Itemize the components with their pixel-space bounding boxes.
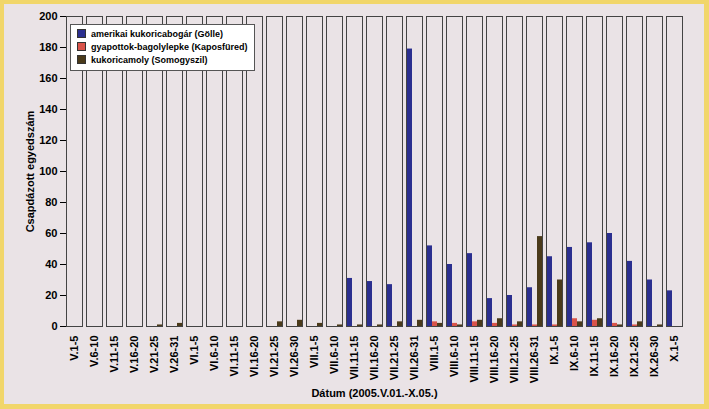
svg-text:VI.21-25: VI.21-25 (268, 336, 280, 378)
svg-text:140: 140 (39, 103, 57, 115)
svg-text:VII.26-31: VII.26-31 (408, 336, 420, 381)
svg-text:VIII.16-20: VIII.16-20 (488, 336, 500, 384)
svg-text:80: 80 (45, 196, 57, 208)
svg-text:X.1-5: X.1-5 (668, 336, 680, 362)
svg-text:VII.6-10: VII.6-10 (328, 336, 340, 375)
svg-text:VIII.26-31: VIII.26-31 (528, 336, 540, 384)
svg-text:VI.6-10: VI.6-10 (208, 336, 220, 371)
svg-text:40: 40 (45, 258, 57, 270)
svg-text:VI.16-20: VI.16-20 (248, 336, 260, 378)
svg-text:VII.16-20: VII.16-20 (368, 336, 380, 381)
svg-text:VIII.11-15: VIII.11-15 (468, 336, 480, 383)
html-text:amerikai kukoricabogár (Gölle): amerikai kukoricabogár (Gölle) (91, 29, 223, 39)
html-text:gyapottok-bagolylepke (Kaposfü: gyapottok-bagolylepke (Kaposfüred) (91, 42, 248, 52)
svg-text:Csapdázott egyedszám: Csapdázott egyedszám (24, 110, 36, 232)
svg-text:VIII.21-25: VIII.21-25 (508, 336, 520, 384)
svg-text:IX.21-25: IX.21-25 (628, 336, 640, 378)
svg-text:VI.26-30: VI.26-30 (288, 336, 300, 378)
svg-text:Dátum (2005.V.01.-X.05.): Dátum (2005.V.01.-X.05.) (311, 387, 437, 399)
svg-text:180: 180 (39, 41, 57, 53)
svg-text:20: 20 (45, 289, 57, 301)
svg-text:200: 200 (39, 10, 57, 22)
svg-text:VIII.6-10: VIII.6-10 (448, 336, 460, 378)
svg-text:VII.11-15: VII.11-15 (348, 336, 360, 380)
svg-text:V.1-5: V.1-5 (68, 336, 80, 361)
html-text:kukoricamoly (Somogyszil): kukoricamoly (Somogyszil) (91, 55, 208, 65)
svg-text:V.21-25: V.21-25 (148, 336, 160, 374)
svg-text:VI.1-5: VI.1-5 (188, 336, 200, 365)
svg-text:160: 160 (39, 72, 57, 84)
svg-text:0: 0 (51, 320, 57, 332)
svg-text:100: 100 (39, 165, 57, 177)
svg-text:120: 120 (39, 134, 57, 146)
svg-text:IX.6-10: IX.6-10 (568, 336, 580, 371)
svg-text:IX.11-15: IX.11-15 (588, 336, 600, 377)
svg-text:VI.11-15: VI.11-15 (228, 336, 240, 377)
svg-text:IX.16-20: IX.16-20 (608, 336, 620, 378)
svg-text:VIII.1-5: VIII.1-5 (428, 336, 440, 371)
svg-text:IX.26-30: IX.26-30 (648, 336, 660, 378)
svg-text:IX.1-5: IX.1-5 (548, 336, 560, 365)
svg-text:VII.1-5: VII.1-5 (308, 336, 320, 368)
svg-text:V.16-20: V.16-20 (128, 336, 140, 374)
svg-text:V.11-15: V.11-15 (108, 336, 120, 373)
svg-text:V.6-10: V.6-10 (88, 336, 100, 367)
svg-text:V.26-31: V.26-31 (168, 336, 180, 374)
svg-text:VII.21-25: VII.21-25 (388, 336, 400, 381)
svg-text:60: 60 (45, 227, 57, 239)
